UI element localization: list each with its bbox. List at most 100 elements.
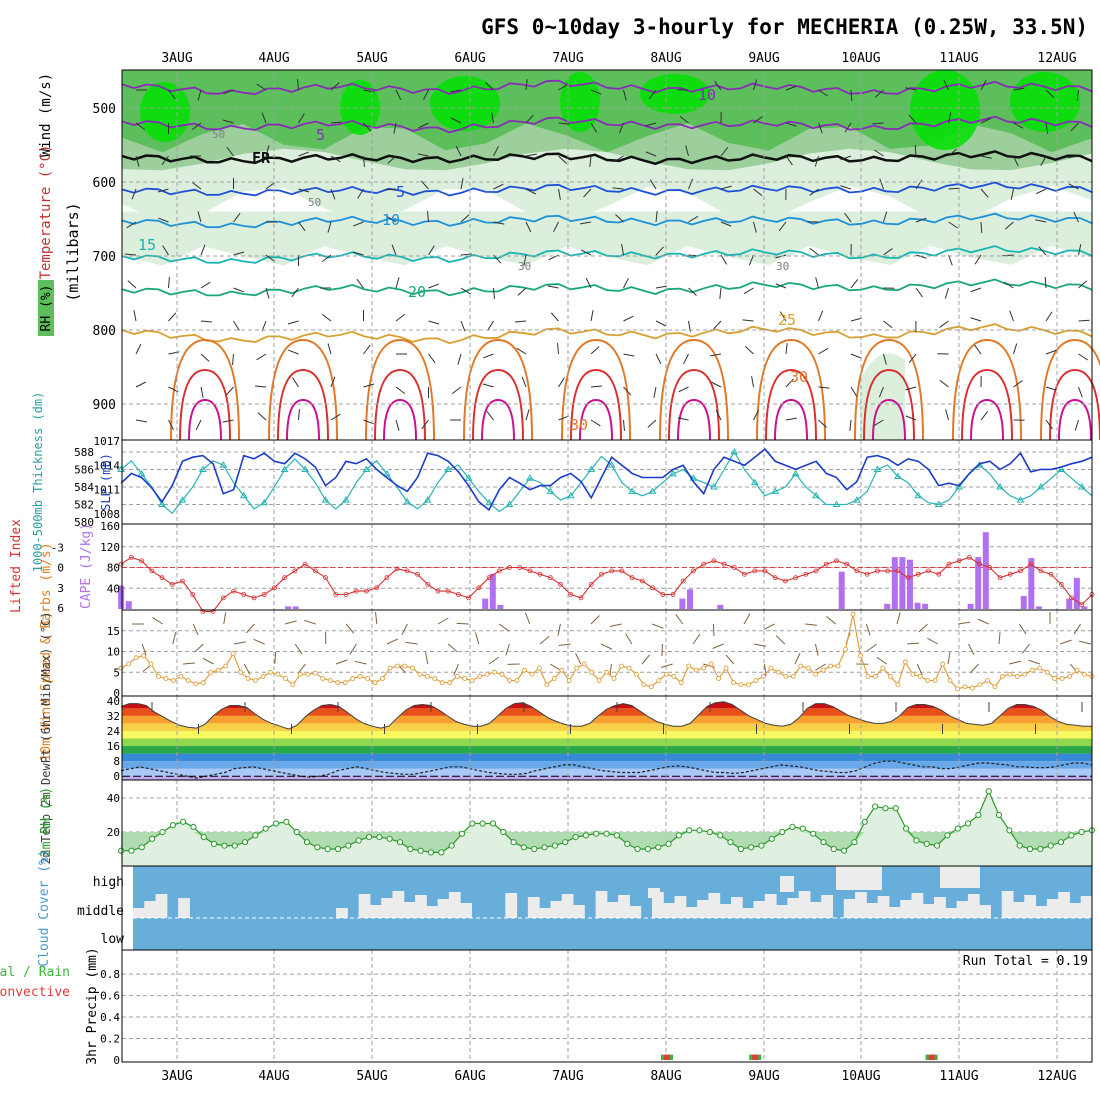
lifted-index-point — [1069, 595, 1074, 601]
wind-barb-10m — [754, 643, 767, 647]
temperature-2m-axis-label: 2m Temp 2m DewPt (6hr Min/Max) (°C) — [39, 612, 53, 865]
rh-point — [644, 845, 651, 853]
cloud-middle-bar — [1013, 902, 1025, 918]
rh-point — [252, 832, 259, 839]
wind-speed-point — [245, 676, 251, 681]
wind-barb — [779, 311, 787, 322]
wind-barb — [814, 155, 819, 167]
cape-tick-label: 160 — [100, 520, 120, 533]
pressure-tick-label: 700 — [93, 250, 116, 265]
cape-bar — [482, 598, 489, 609]
thickness-point — [239, 491, 248, 499]
wind-barb — [948, 221, 958, 229]
cloud-middle-bar — [855, 892, 867, 918]
lifted-index-point — [711, 558, 717, 564]
cape-bar — [1020, 596, 1027, 609]
wind-barb-10m — [152, 617, 163, 625]
wind-barb — [613, 155, 624, 163]
wind-barb — [455, 145, 462, 157]
wind-barb-10m — [1009, 660, 1021, 665]
wind-speed-point — [1059, 676, 1065, 681]
wind-speed-point — [260, 673, 266, 679]
wind-barb — [516, 347, 527, 355]
wind-barb-10m — [958, 621, 971, 625]
wind-barb — [948, 254, 953, 266]
wind-barb — [905, 386, 917, 391]
lifted-index-point — [874, 568, 880, 574]
rh-legend-swatch — [38, 280, 54, 336]
cloud-middle-bar — [144, 901, 157, 918]
wind-barb — [914, 144, 917, 157]
lifted-index-point — [701, 561, 707, 567]
wind-speed-point — [380, 676, 385, 681]
wind-speed-point — [1007, 671, 1013, 677]
wind-barb — [298, 151, 309, 157]
thickness-point — [526, 474, 534, 481]
cloud-middle-bar — [561, 894, 574, 918]
rh-point — [303, 839, 311, 846]
cloud-middle-bar — [821, 895, 834, 918]
rh-tick-label: 40 — [107, 792, 120, 805]
wind-speed-point — [492, 669, 497, 675]
lifted-index-point — [650, 585, 655, 591]
wind-barb — [158, 217, 169, 223]
lifted-index-point — [578, 595, 584, 601]
cloud-middle-bar — [1046, 899, 1059, 918]
thickness-point — [771, 487, 780, 494]
wind-barb — [225, 386, 234, 396]
cloud-middle-bar — [539, 908, 551, 918]
lifted-index-point — [854, 568, 860, 574]
wind-barb — [874, 89, 884, 98]
thickness-point — [955, 483, 964, 490]
wind-barb-10m — [609, 663, 612, 676]
cloud-middle-bar — [877, 896, 890, 918]
wind-barb — [850, 279, 859, 289]
precip-convective-bar — [752, 1054, 759, 1060]
thickness-point — [423, 496, 432, 503]
rh-point — [923, 840, 930, 848]
wind-barb — [905, 415, 917, 421]
wind-barb-10m — [775, 635, 786, 645]
wind-speed-point — [350, 676, 356, 681]
rh-high-blob — [430, 76, 500, 131]
wind-speed-point — [656, 678, 662, 683]
wind-barb — [525, 188, 537, 195]
upper-air-panel: 500 600 700 800 900 10 5 FR 5 10 15 20 25 30 30 50 50 30 3… — [93, 70, 1100, 441]
wind-barb-10m — [927, 637, 939, 645]
thickness-point — [301, 465, 309, 472]
wind-barb — [558, 377, 565, 388]
lifted-index-point — [547, 575, 553, 581]
lifted-index-point — [752, 568, 758, 574]
wind-barb — [1044, 276, 1047, 289]
thickness-point — [219, 461, 228, 468]
wind-barb — [330, 121, 343, 124]
rh-point — [975, 811, 982, 819]
wind-barb — [785, 417, 797, 421]
thickness-point — [607, 461, 616, 468]
wind-barb — [222, 419, 234, 423]
wind-barb — [127, 280, 137, 289]
cloud-high-bar — [780, 876, 794, 892]
wind-barb — [1045, 386, 1057, 391]
thickness-point — [260, 498, 269, 506]
wind-speed-point — [507, 678, 512, 683]
rh-point — [324, 845, 331, 853]
wind-barb — [226, 146, 234, 157]
wind-speed-point — [798, 663, 804, 669]
wind-barb-10m — [916, 663, 923, 676]
wind-barb — [525, 221, 532, 233]
wind-barb — [980, 411, 989, 421]
wind-speed-point — [775, 669, 781, 675]
wind-speed-point — [835, 663, 841, 669]
cape-bar — [1028, 558, 1035, 609]
lifted-index-cape-panel: -3 0 3 6 40 80 120 160 — [51, 520, 1095, 615]
wind-speed-point — [544, 682, 550, 688]
lifted-index-point — [629, 575, 635, 581]
wind-barb — [785, 343, 788, 355]
lifted-index-point — [149, 568, 155, 574]
wind-barb — [748, 254, 754, 266]
cape-bar — [975, 557, 982, 609]
warm-dome-contour — [170, 338, 240, 441]
temp-color-band — [122, 701, 1092, 709]
wind-barb — [428, 283, 439, 289]
